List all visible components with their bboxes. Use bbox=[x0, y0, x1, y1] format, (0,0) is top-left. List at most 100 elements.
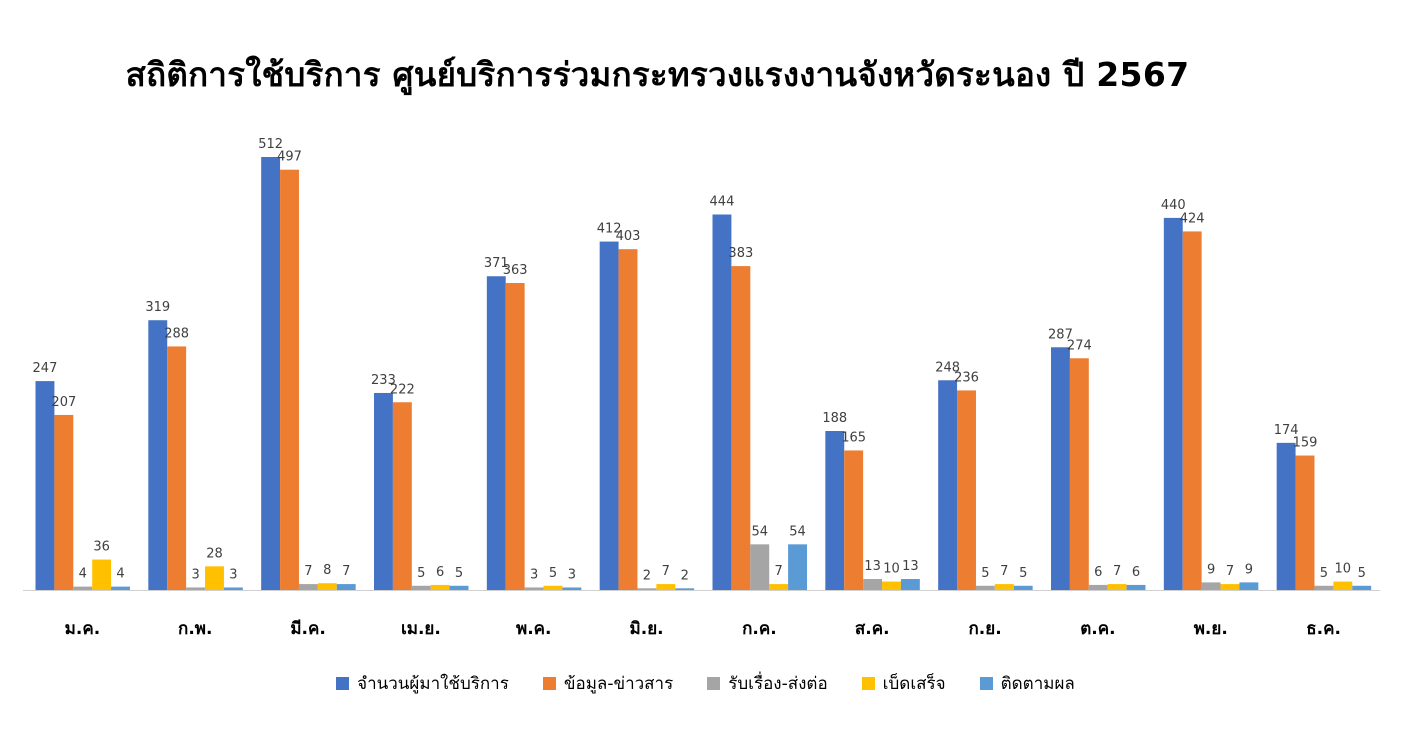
data-label-4-3: 8 bbox=[323, 563, 331, 578]
data-label-3-9: 5 bbox=[981, 566, 989, 581]
bars-layer bbox=[35, 157, 1372, 591]
bar-3-3 bbox=[298, 584, 318, 590]
legend-label: เบ็ดเสร็จ bbox=[882, 674, 946, 694]
bar-5-10 bbox=[1126, 584, 1146, 590]
bar-5-2 bbox=[223, 587, 243, 590]
category-label-10: ต.ค. bbox=[1080, 619, 1115, 639]
legend-swatch bbox=[979, 677, 993, 690]
bar-4-9 bbox=[994, 584, 1014, 590]
data-label-4-2: 28 bbox=[206, 546, 223, 561]
bar-1-10 bbox=[1051, 347, 1070, 590]
category-label-5: พ.ค. bbox=[516, 619, 552, 639]
bar-1-8 bbox=[825, 431, 845, 590]
data-label-1-2: 319 bbox=[145, 300, 170, 315]
bar-3-4 bbox=[411, 585, 431, 590]
data-label-2-10: 274 bbox=[1067, 338, 1092, 353]
bar-3-12 bbox=[1314, 585, 1334, 590]
bar-5-6 bbox=[675, 588, 695, 590]
data-label-5-5: 3 bbox=[568, 567, 576, 582]
bar-4-10 bbox=[1107, 584, 1127, 590]
data-label-1-5: 371 bbox=[484, 256, 509, 271]
bar-3-1 bbox=[73, 586, 93, 590]
data-label-2-8: 165 bbox=[841, 430, 866, 445]
legend-swatch bbox=[861, 677, 875, 690]
legend-swatch bbox=[707, 677, 721, 690]
bar-5-5 bbox=[562, 587, 582, 590]
bar-2-12 bbox=[1295, 455, 1315, 590]
bar-1-1 bbox=[35, 381, 55, 590]
bar-2-11 bbox=[1182, 231, 1202, 591]
bar-3-6 bbox=[637, 588, 657, 590]
bar-1-9 bbox=[938, 380, 958, 590]
data-label-3-12: 5 bbox=[1320, 566, 1328, 581]
bar-4-1 bbox=[92, 559, 112, 590]
bar-1-2 bbox=[148, 320, 168, 590]
chart-title: สถิติการใช้บริการ ศูนย์บริการร่วมกระทรวง… bbox=[125, 55, 1190, 94]
bar-4-7 bbox=[769, 584, 789, 590]
data-label-5-3: 7 bbox=[342, 564, 350, 579]
bar-2-1 bbox=[54, 414, 74, 590]
category-label-4: เม.ย. bbox=[401, 619, 441, 639]
bar-5-11 bbox=[1239, 582, 1259, 590]
category-label-8: ส.ค. bbox=[855, 619, 890, 639]
bar-2-9 bbox=[957, 390, 976, 590]
bar-1-3 bbox=[261, 157, 281, 590]
bar-3-11 bbox=[1201, 582, 1221, 590]
category-label-1: ม.ค. bbox=[65, 619, 101, 639]
bar-2-7 bbox=[731, 266, 751, 590]
bar-2-4 bbox=[392, 402, 412, 590]
bar-4-2 bbox=[205, 566, 224, 590]
data-label-2-12: 159 bbox=[1293, 436, 1318, 451]
data-label-3-1: 4 bbox=[79, 567, 87, 582]
bar-1-5 bbox=[486, 276, 506, 590]
bar-4-3 bbox=[317, 583, 337, 590]
legend-item-1: จำนวนผู้มาใช้บริการ bbox=[336, 670, 509, 697]
data-label-3-8: 13 bbox=[864, 559, 881, 574]
category-label-2: ก.พ. bbox=[178, 619, 212, 639]
data-label-5-8: 13 bbox=[902, 559, 919, 574]
data-label-1-7: 444 bbox=[710, 195, 735, 210]
bar-3-10 bbox=[1088, 584, 1108, 590]
legend-item-5: ติดตามผล bbox=[979, 670, 1075, 697]
data-label-1-12: 174 bbox=[1274, 423, 1299, 438]
data-label-1-10: 287 bbox=[1048, 327, 1073, 342]
category-label-7: ก.ค. bbox=[742, 619, 777, 639]
data-label-5-7: 54 bbox=[789, 524, 806, 539]
data-label-2-2: 288 bbox=[164, 326, 189, 341]
category-label-3: มี.ค. bbox=[290, 618, 326, 639]
data-label-4-12: 10 bbox=[1335, 562, 1352, 577]
data-label-5-11: 9 bbox=[1245, 562, 1253, 577]
legend-item-3: รับเรื่อง-ส่งต่อ bbox=[707, 670, 828, 697]
data-label-1-1: 247 bbox=[33, 361, 58, 376]
data-label-4-8: 10 bbox=[883, 562, 900, 577]
bar-5-3 bbox=[336, 584, 356, 590]
bar-2-8 bbox=[844, 450, 864, 590]
data-label-4-1: 36 bbox=[93, 540, 110, 555]
data-label-3-10: 6 bbox=[1094, 565, 1102, 580]
data-label-5-2: 3 bbox=[229, 567, 237, 582]
bar-3-5 bbox=[524, 587, 544, 590]
data-label-4-4: 6 bbox=[436, 565, 444, 580]
data-label-4-11: 7 bbox=[1226, 564, 1234, 579]
data-label-1-9: 248 bbox=[935, 360, 960, 375]
bar-1-4 bbox=[374, 392, 393, 590]
data-label-2-11: 424 bbox=[1180, 211, 1205, 226]
data-label-1-4: 233 bbox=[371, 373, 396, 388]
bar-3-2 bbox=[186, 587, 206, 590]
legend-label: รับเรื่อง-ส่งต่อ bbox=[728, 674, 828, 694]
bar-3-8 bbox=[863, 579, 883, 590]
data-label-2-3: 497 bbox=[277, 150, 302, 165]
legend-swatch bbox=[336, 677, 350, 690]
bar-4-6 bbox=[656, 584, 676, 590]
data-label-3-4: 5 bbox=[417, 566, 425, 581]
data-label-3-6: 2 bbox=[643, 568, 651, 583]
legend-label: จำนวนผู้มาใช้บริการ bbox=[357, 674, 509, 694]
legend: จำนวนผู้มาใช้บริการ ข้อมูล-ข่าวสาร รับเรื่… bbox=[0, 670, 1411, 697]
legend-item-4: เบ็ดเสร็จ bbox=[861, 670, 946, 697]
bar-2-2 bbox=[167, 346, 187, 590]
data-label-5-9: 5 bbox=[1019, 566, 1027, 581]
data-label-2-1: 207 bbox=[51, 395, 76, 410]
data-label-2-7: 383 bbox=[728, 246, 753, 261]
